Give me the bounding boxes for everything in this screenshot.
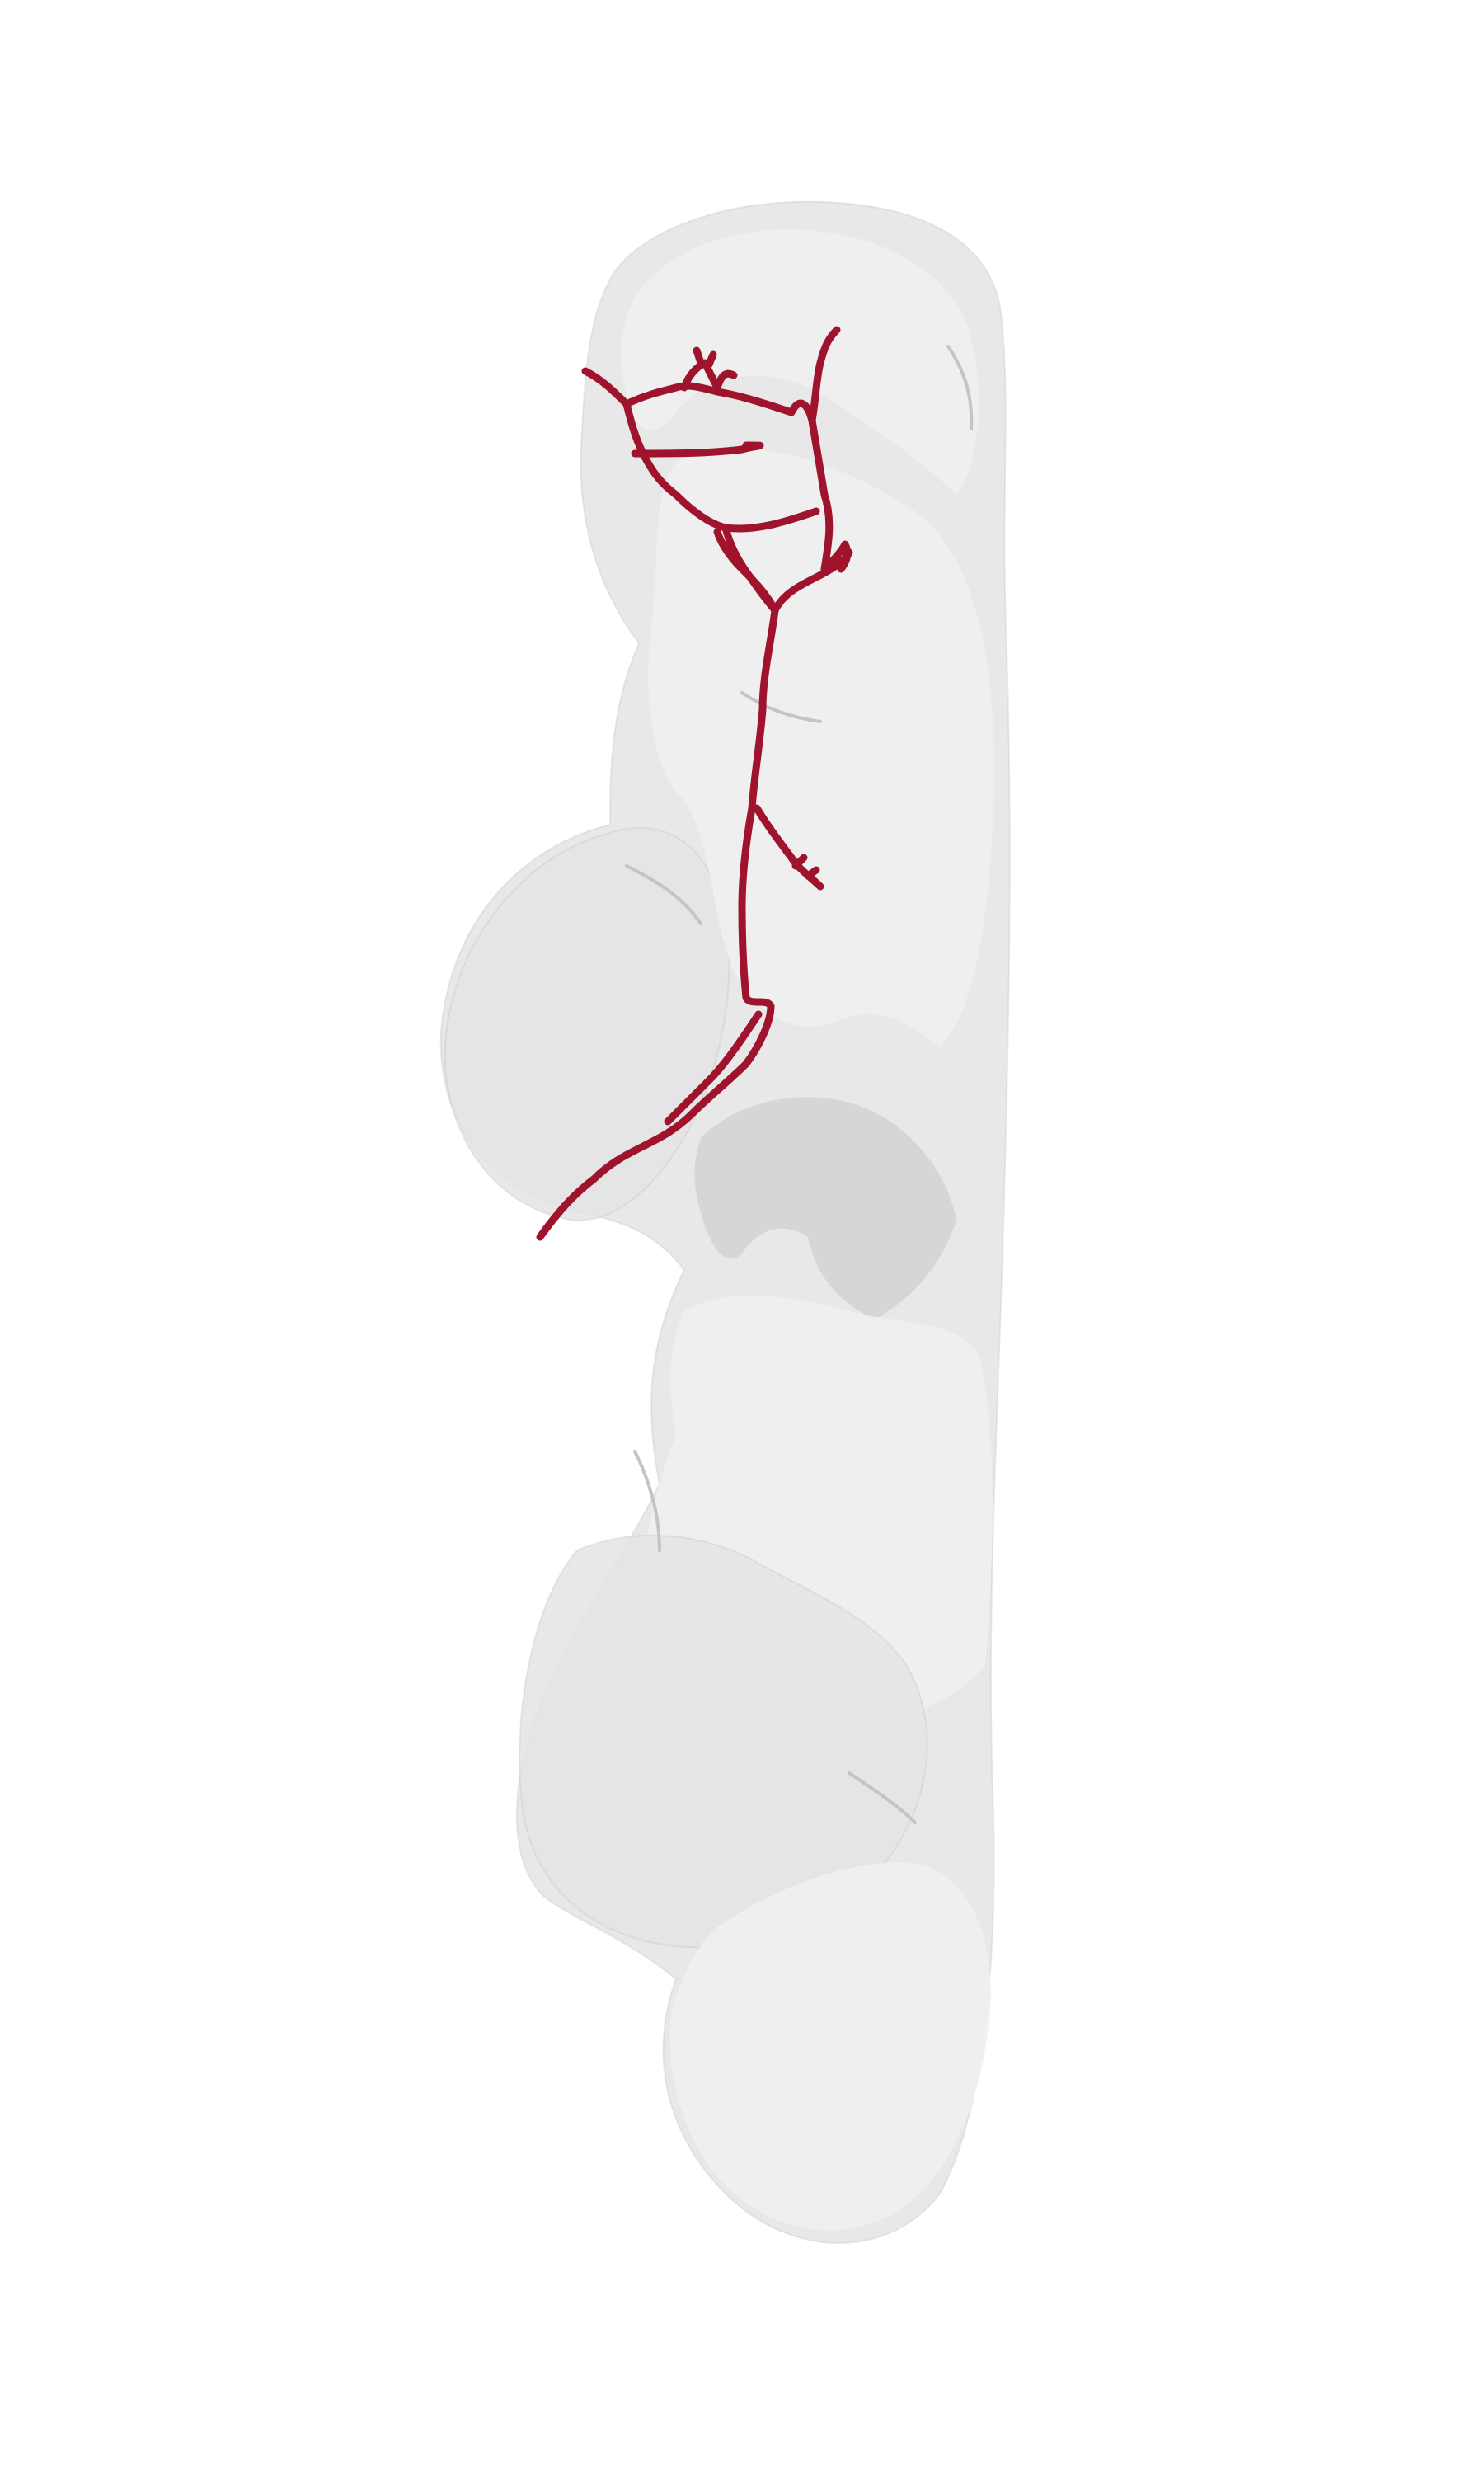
neuron-top-cluster (680, 359, 738, 392)
tissue-crease-1 (946, 345, 974, 430)
neuron-side-branch-tip (791, 854, 820, 880)
tissue-crease-3 (633, 1450, 661, 1552)
tissue-mesh (439, 200, 1011, 2244)
neuron-top-branch-1 (622, 382, 796, 416)
neuron-top-cluster-2 (693, 346, 717, 369)
tissue-crease-4 (848, 1771, 917, 1824)
neuron-trunk (536, 606, 779, 1241)
tissue-bottom-lobe (669, 1862, 991, 2231)
neuron-skeleton (536, 326, 853, 1241)
neuron-top-branch-5 (721, 524, 779, 614)
neuron-right-top-branch (808, 326, 841, 425)
neuron-top-branch-3 (631, 441, 764, 458)
tissue-junction-shadow (694, 1097, 956, 1319)
neuron-trunk-parallel (664, 1010, 763, 1126)
neuron-side-branch (753, 804, 824, 891)
tissue-upper-bulb (621, 229, 979, 495)
neuron-right-branch (787, 399, 834, 573)
tissue-crease-2 (625, 864, 702, 925)
neuron-top-branch-1-left (581, 367, 631, 408)
neuron-right-loop (820, 540, 852, 573)
tissue-crease-5 (740, 691, 822, 723)
tissue-middle-highlight (648, 448, 994, 1047)
